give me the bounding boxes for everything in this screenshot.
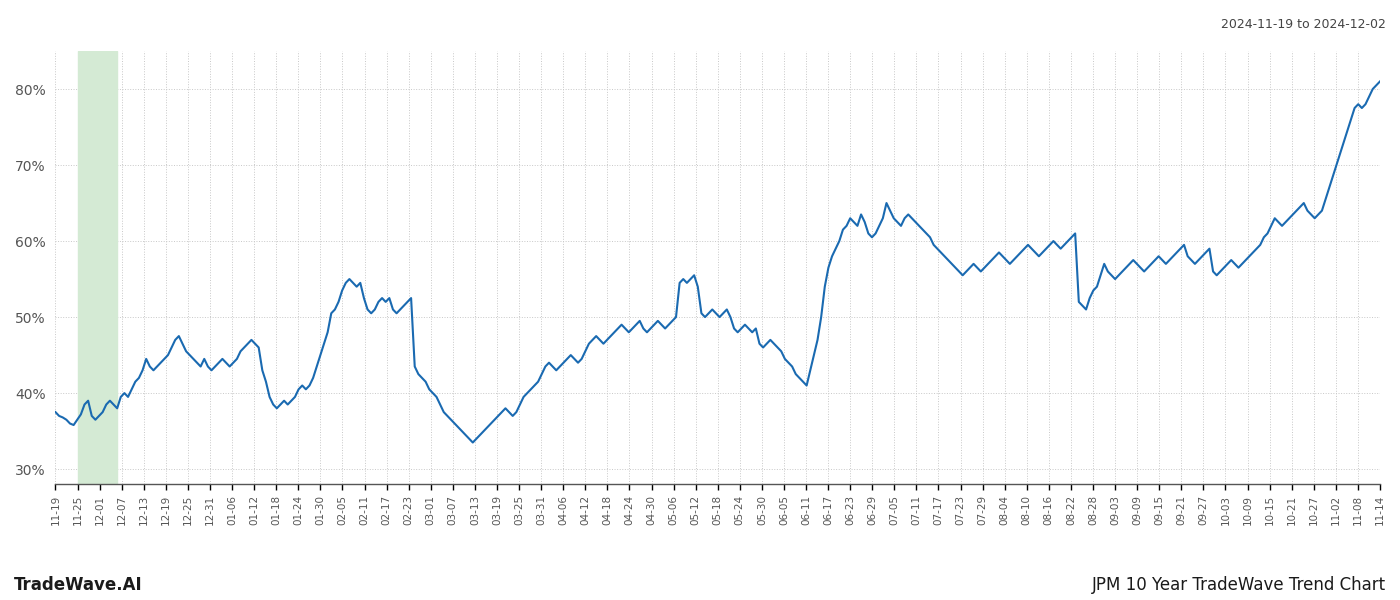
Text: 2024-11-19 to 2024-12-02: 2024-11-19 to 2024-12-02: [1221, 18, 1386, 31]
Text: JPM 10 Year TradeWave Trend Chart: JPM 10 Year TradeWave Trend Chart: [1092, 576, 1386, 594]
Bar: [77, 51, 118, 484]
Text: TradeWave.AI: TradeWave.AI: [14, 576, 143, 594]
